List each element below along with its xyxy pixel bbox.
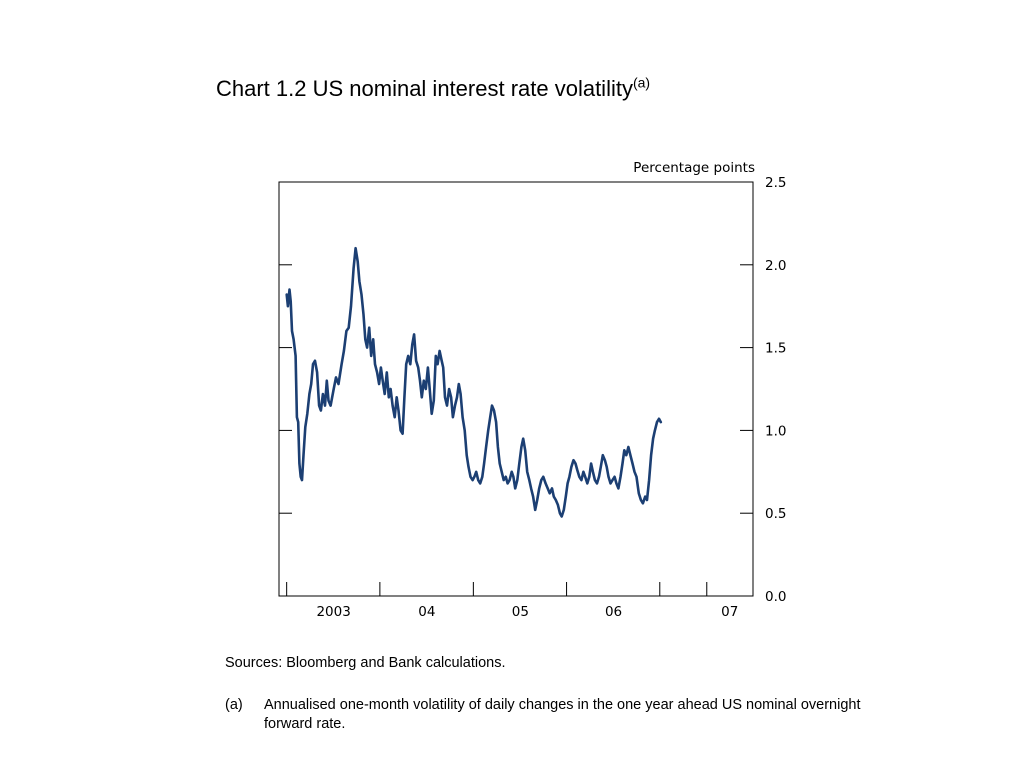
y-tick-label: 1.5	[765, 341, 786, 357]
y-axis: 0.0 0.5 1.0 1.5 2.0 2.5	[279, 175, 786, 605]
x-tick-label: 07	[721, 604, 738, 620]
y-tick-label: 2.5	[765, 175, 786, 191]
y-tick-label: 0.0	[765, 589, 786, 605]
y-tick-label: 0.5	[765, 506, 786, 522]
x-axis: 2003 04 05 06 07	[286, 582, 738, 620]
page-title: Chart 1.2 US nominal interest rate volat…	[216, 76, 650, 102]
footnote-marker: (a)	[225, 697, 243, 713]
sources-note: Sources: Bloomberg and Bank calculations…	[225, 655, 506, 671]
y-axis-unit-label: Percentage points	[633, 160, 755, 176]
title-footnote-ref: (a)	[632, 74, 651, 91]
series-line	[285, 246, 663, 518]
footnote-text: Annualised one-month volatility of daily…	[264, 697, 861, 732]
y-tick-label: 1.0	[765, 423, 786, 439]
line-chart: Percentage points 0.0 0.5 1.0 1.5 2.0 2.5 200…	[278, 160, 786, 620]
x-tick-label: 05	[512, 604, 529, 620]
page-title-text: Chart 1.2 US nominal interest rate volat…	[216, 76, 633, 101]
x-tick-label: 2003	[316, 604, 350, 620]
plot-frame	[278, 181, 754, 597]
x-tick-label: 06	[605, 604, 622, 620]
x-tick-label: 04	[418, 604, 435, 620]
y-tick-label: 2.0	[765, 258, 786, 274]
